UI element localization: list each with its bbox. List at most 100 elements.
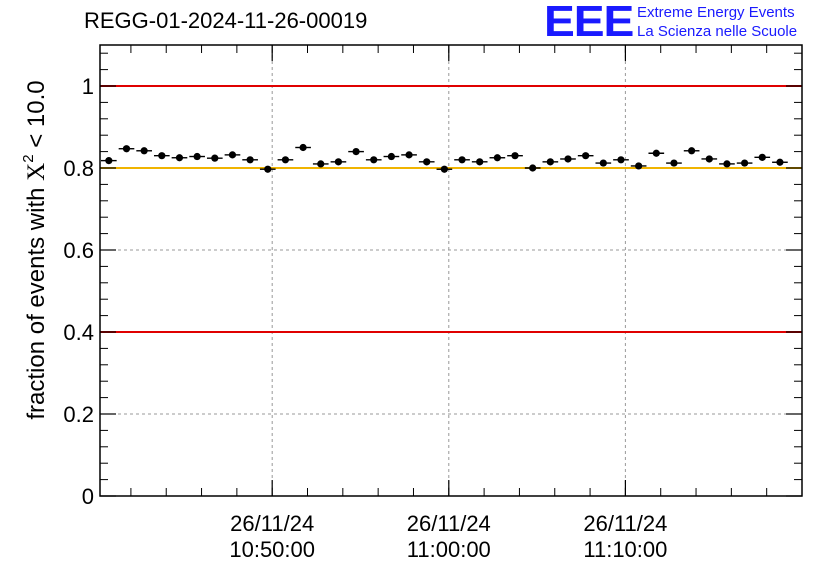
grid-layer <box>100 45 802 496</box>
data-point <box>683 147 700 155</box>
data-marker <box>246 156 254 164</box>
data-point <box>736 159 753 167</box>
data-marker <box>140 147 148 155</box>
data-marker <box>440 165 448 173</box>
data-marker <box>741 159 749 167</box>
data-point <box>330 158 347 166</box>
data-point <box>613 156 629 164</box>
data-marker <box>264 165 272 173</box>
data-point <box>189 152 205 161</box>
data-point <box>648 149 665 157</box>
data-marker <box>299 143 307 152</box>
data-marker <box>281 156 290 164</box>
svg-text:fraction of events with X2 < 1: fraction of events with X2 < 10.0 <box>20 80 50 419</box>
data-marker <box>476 158 484 166</box>
y-axis-label-superscript: 2 <box>20 154 37 162</box>
data-point <box>118 145 135 153</box>
plot-frame <box>99 44 803 497</box>
data-marker <box>228 151 237 159</box>
data-marker <box>387 152 395 161</box>
y-axis-label-prefix: fraction of events with <box>23 181 50 420</box>
x-tick-label-date: 26/11/24 <box>583 511 667 536</box>
data-marker <box>599 159 607 167</box>
threshold-layer <box>100 85 802 333</box>
data-point <box>153 152 170 160</box>
y-axis-label-suffix: < 10.0 <box>23 80 50 154</box>
data-marker <box>458 156 466 164</box>
data-marker <box>652 149 660 157</box>
data-point <box>577 152 594 160</box>
data-point <box>754 153 771 161</box>
data-point <box>507 152 523 160</box>
y-tick-label: 0.8 <box>63 156 94 181</box>
data-marker <box>370 156 378 164</box>
data-point <box>136 147 152 155</box>
y-axis-label: fraction of events with X2 < 10.0 <box>20 80 50 419</box>
data-marker <box>635 162 643 170</box>
y-tick-label: 0.4 <box>63 320 94 345</box>
data-marker <box>158 152 166 160</box>
marks-layer <box>101 143 788 173</box>
data-point <box>772 158 788 166</box>
data-point <box>171 154 188 162</box>
data-marker <box>529 164 537 172</box>
data-point <box>383 152 400 161</box>
data-marker <box>193 152 201 161</box>
data-marker <box>511 152 519 160</box>
data-marker <box>317 160 325 168</box>
data-marker <box>122 145 131 153</box>
data-marker <box>105 157 113 165</box>
data-marker <box>352 148 360 156</box>
data-marker <box>723 160 731 168</box>
data-point <box>206 154 223 162</box>
data-point <box>401 151 417 159</box>
tick-label-layer: 00.20.40.60.8126/11/2410:50:0026/11/2411… <box>63 74 667 562</box>
data-marker <box>617 156 625 164</box>
data-point <box>365 156 382 164</box>
data-marker <box>493 154 501 162</box>
x-tick-label-time: 10:50:00 <box>229 537 315 562</box>
data-marker <box>175 154 184 162</box>
data-point <box>224 151 241 159</box>
data-point <box>719 160 735 168</box>
data-point <box>542 158 559 166</box>
y-tick-label: 0.2 <box>63 402 94 427</box>
data-point <box>418 158 435 166</box>
logo-line-1: Extreme Energy Events <box>637 4 795 21</box>
y-tick-label: 1 <box>82 74 94 99</box>
data-marker <box>776 158 784 166</box>
x-tick-label-time: 11:00:00 <box>407 537 491 562</box>
data-point <box>471 158 488 166</box>
data-marker <box>334 158 343 166</box>
chart-title: REGG-01-2024-11-26-00019 <box>84 8 368 33</box>
data-point <box>436 165 453 173</box>
data-point <box>277 156 294 164</box>
y-axis-label-symbol: X <box>23 163 50 181</box>
data-marker <box>670 159 678 167</box>
x-tick-label-date: 26/11/24 <box>230 511 314 536</box>
data-marker <box>688 147 696 155</box>
data-point <box>101 157 117 165</box>
y-tick-label: 0.6 <box>63 238 94 263</box>
eee-logo: EEE Extreme Energy Events La Scienza nel… <box>544 0 834 46</box>
data-point <box>666 159 682 167</box>
axes-layer <box>99 44 803 497</box>
data-point <box>242 156 258 164</box>
data-marker <box>564 155 572 163</box>
data-marker <box>211 154 219 162</box>
data-point <box>560 155 576 163</box>
data-point <box>295 143 311 152</box>
data-point <box>524 164 541 172</box>
data-point <box>454 156 470 164</box>
data-marker <box>423 158 431 166</box>
x-tick-label-date: 26/11/24 <box>407 511 491 536</box>
logo-mark: EEE <box>544 0 634 46</box>
x-tick-label-time: 11:10:00 <box>583 537 667 562</box>
data-marker <box>546 158 554 166</box>
data-point <box>595 159 612 167</box>
data-marker <box>582 152 590 160</box>
data-point <box>630 162 647 170</box>
data-point <box>489 154 506 162</box>
data-marker <box>705 155 713 163</box>
